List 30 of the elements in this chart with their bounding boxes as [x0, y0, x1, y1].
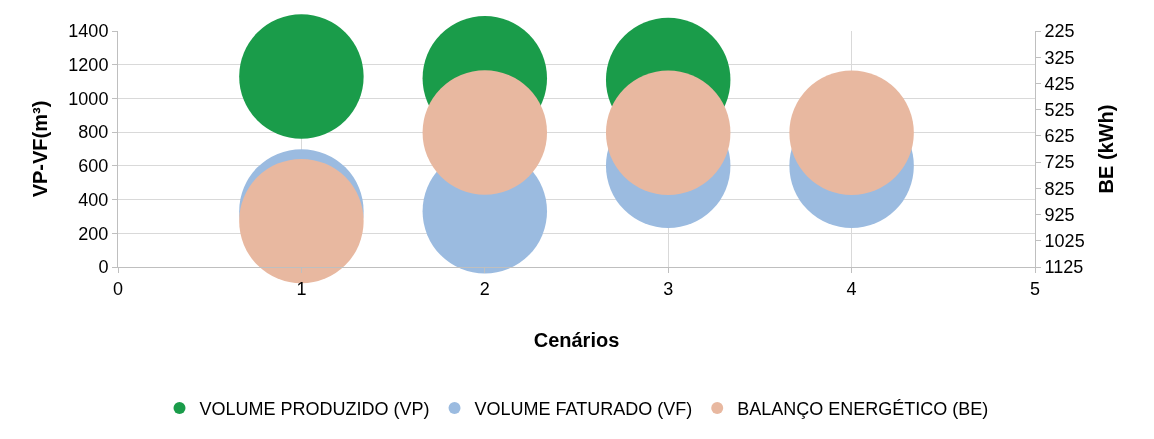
x-axis-title: Cenários — [533, 329, 620, 352]
y2-axis-title: BE (kWh) — [1095, 104, 1118, 194]
y-tick-label: 1400 — [68, 21, 109, 42]
legend-label: VOLUME PRODUZIDO (VP) — [199, 398, 430, 419]
y-tick-label: 400 — [78, 189, 109, 210]
legend-label: BALANÇO ENERGÉTICO (BE) — [737, 398, 989, 419]
y-tick-label: 0 — [98, 257, 109, 278]
y2-tick-label: 325 — [1044, 47, 1075, 68]
x-tick-label: 1 — [296, 278, 307, 299]
y-tick-label: 800 — [78, 122, 109, 143]
legend-label: VOLUME FATURADO (VF) — [474, 398, 693, 419]
y-tick-label: 600 — [78, 156, 109, 177]
x-tick-label: 4 — [846, 278, 857, 299]
y-tick-label: 1000 — [68, 88, 109, 109]
y2-tick-label: 525 — [1044, 99, 1075, 120]
y-axis-title: VP-VF(m³) — [28, 100, 51, 198]
x-tick-label: 2 — [479, 278, 490, 299]
y2-tick-label: 825 — [1044, 178, 1075, 199]
y2-tick-label: 225 — [1044, 21, 1075, 42]
y2-tick-label: 1125 — [1044, 257, 1084, 278]
y2-tick-label: 725 — [1044, 152, 1075, 173]
y2-tick-label: 1025 — [1044, 231, 1085, 252]
y2-tick-label: 925 — [1044, 204, 1075, 225]
x-tick-label: 0 — [112, 278, 124, 299]
y2-tick-label: 425 — [1044, 73, 1075, 94]
y-tick-label: 1200 — [68, 55, 109, 76]
x-tick-label: 5 — [1029, 278, 1041, 299]
y-tick-label: 200 — [78, 223, 109, 244]
x-tick-label: 3 — [663, 278, 674, 299]
y2-tick-label: 625 — [1044, 126, 1075, 147]
